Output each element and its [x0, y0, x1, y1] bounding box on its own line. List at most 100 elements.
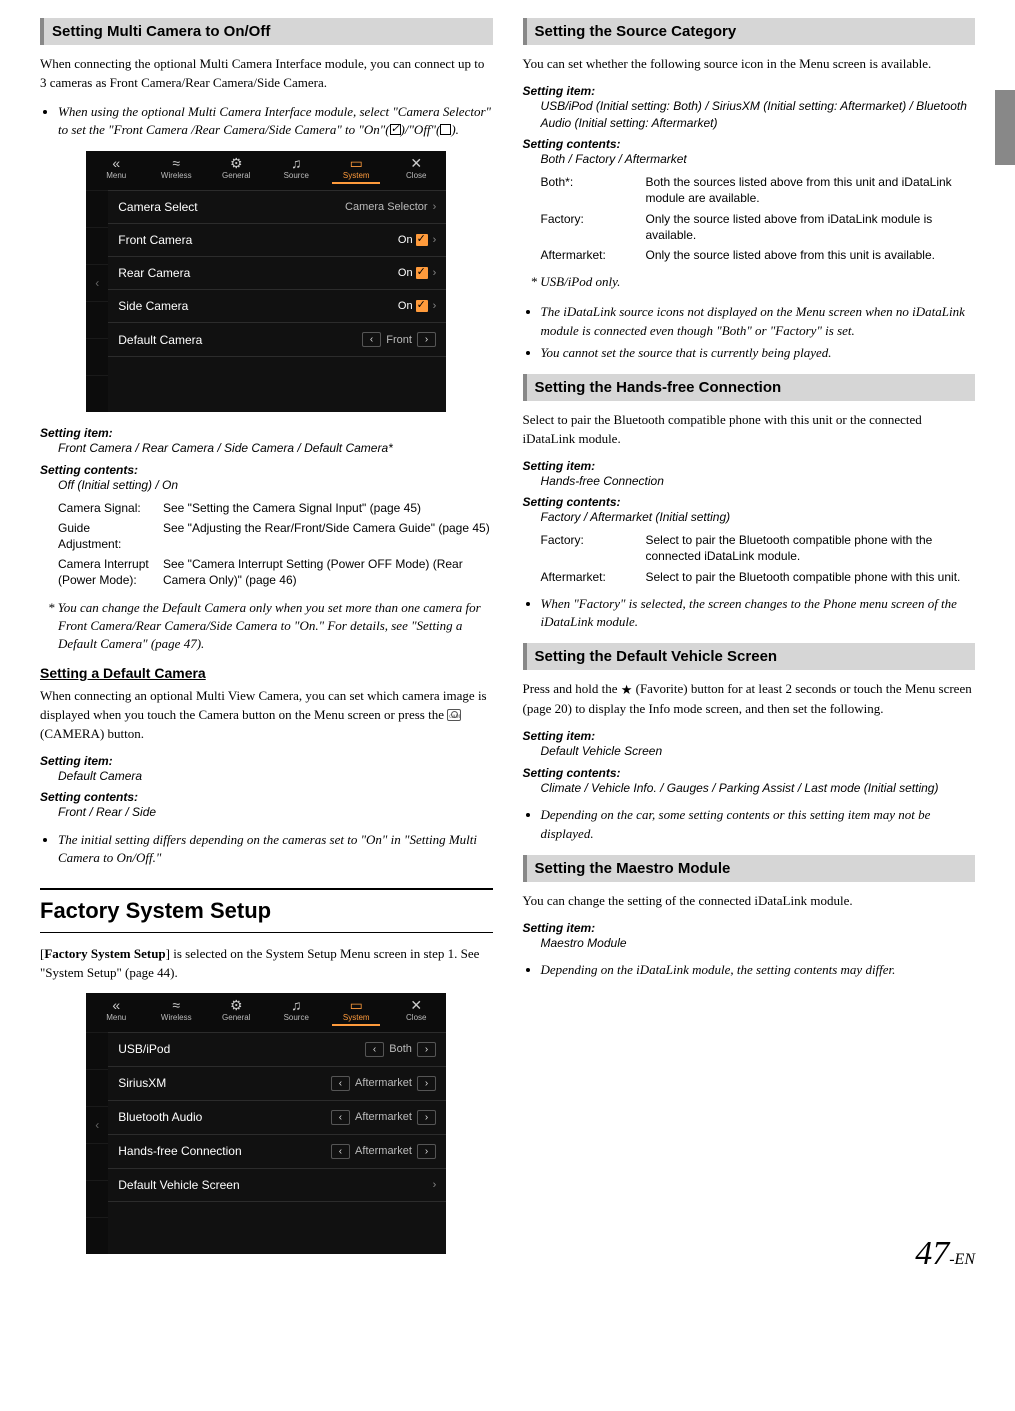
ui-top-label: Wireless [161, 171, 192, 180]
ui-left-cell[interactable] [86, 1180, 108, 1217]
checkbox-on-icon [390, 124, 401, 135]
ui-row-label: Rear Camera [118, 266, 398, 280]
ui-left-cell[interactable] [86, 1032, 108, 1069]
ui-list-row[interactable]: Default Vehicle Screen › [108, 1168, 446, 1201]
ui-top-label: Source [284, 171, 309, 180]
text: Press and hold the [523, 681, 621, 696]
definition-table: Both*: Both the sources listed above from… [523, 174, 976, 263]
stepper-next[interactable]: › [417, 1144, 436, 1159]
ui-top-button[interactable]: ✕Close [386, 151, 446, 190]
ui-top-icon: ▭ [326, 997, 386, 1013]
ui-left-cell[interactable] [86, 1143, 108, 1180]
ui-top-button[interactable]: ▭System [326, 993, 386, 1032]
ui-row-value: ‹Aftermarket› [331, 1144, 437, 1159]
ui-top-label: Close [406, 171, 426, 180]
stepper-next[interactable]: › [417, 1110, 436, 1125]
ui-list-row[interactable]: Bluetooth Audio‹ Aftermarket › [108, 1100, 446, 1134]
definition-term: Camera Interrupt (Power Mode): [58, 556, 153, 588]
stepper-prev[interactable]: ‹ [362, 332, 381, 347]
definition-desc: Select to pair the Bluetooth compatible … [646, 569, 976, 585]
ui-top-label: System [343, 1013, 370, 1022]
stepper-prev[interactable]: ‹ [365, 1042, 384, 1057]
ui-top-button[interactable]: «Menu [86, 151, 146, 190]
ui-top-button[interactable]: ⚙General [206, 151, 266, 190]
ui-top-button[interactable]: ✕Close [386, 993, 446, 1032]
ui-list-row[interactable]: Camera SelectCamera Selector› [108, 190, 446, 223]
ui-row-label: Bluetooth Audio [118, 1110, 330, 1124]
note-item: The iDataLink source icons not displayed… [541, 303, 976, 339]
stepper-next[interactable]: › [417, 1076, 436, 1091]
setting-contents-value: Both / Factory / Aftermarket [523, 151, 976, 168]
on-indicator: On [398, 234, 428, 246]
ui-row-value: ‹Aftermarket› [331, 1076, 437, 1091]
setting-block: Setting item: Default Vehicle Screen Set… [523, 729, 976, 797]
ui-left-cell[interactable] [86, 227, 108, 264]
stepper-prev[interactable]: ‹ [331, 1110, 350, 1125]
ui-top-button[interactable]: «Menu [86, 993, 146, 1032]
chevron-right-icon: › [433, 1179, 437, 1191]
definition-desc: See "Camera Interrupt Setting (Power OFF… [163, 556, 493, 588]
chevron-right-icon: › [433, 300, 437, 312]
ui-list-row[interactable]: SiriusXM‹Aftermarket› [108, 1066, 446, 1100]
ui-list-row[interactable]: Front CameraOn› [108, 223, 446, 256]
setting-item-value: Hands-free Connection [523, 473, 976, 490]
ui-list-row[interactable]: Hands-free Connection‹Aftermarket› [108, 1134, 446, 1168]
section-heading: Setting the Maestro Module [523, 855, 976, 882]
ui-row-value: Camera Selector› [345, 201, 436, 213]
ui-list-row[interactable]: Rear CameraOn› [108, 256, 446, 289]
ui-top-icon: ✕ [386, 155, 446, 171]
ui-row-label: SiriusXM [118, 1076, 330, 1090]
ui-left-cell[interactable]: ‹ [86, 1106, 108, 1143]
ui-left-cell[interactable] [86, 1069, 108, 1106]
ui-left-cell[interactable]: ‹ [86, 264, 108, 301]
stepper-next[interactable]: › [417, 332, 436, 347]
ui-top-button[interactable]: ♫Source [266, 993, 326, 1032]
setting-item-label: Setting item: [523, 921, 976, 935]
ui-row-value: ‹ Aftermarket › [331, 1110, 437, 1125]
ui-top-icon: ≈ [146, 997, 206, 1013]
ui-top-button[interactable]: ≈Wireless [146, 993, 206, 1032]
setting-contents-value: Front / Rear / Side [40, 804, 493, 821]
definition-desc: Both the sources listed above from this … [646, 174, 976, 206]
definition-row: Guide Adjustment:See "Adjusting the Rear… [58, 520, 493, 552]
note-item: Depending on the car, some setting conte… [541, 806, 976, 842]
note-list: Depending on the iDataLink module, the s… [523, 961, 976, 979]
check-icon [416, 300, 428, 312]
ui-left-cell[interactable] [86, 190, 108, 227]
definition-table: Camera Signal:See "Setting the Camera Si… [40, 500, 493, 589]
stepper-next[interactable]: › [417, 1042, 436, 1057]
stepper-value: Aftermarket [355, 1111, 412, 1123]
section-heading: Setting the Hands-free Connection [523, 374, 976, 401]
note-item: You cannot set the source that is curren… [541, 344, 976, 362]
section-heading: Setting the Default Vehicle Screen [523, 643, 976, 670]
ui-list-row[interactable]: USB/iPod‹Both› [108, 1032, 446, 1066]
ui-left-cell[interactable] [86, 338, 108, 375]
star-icon: ★ [621, 682, 633, 697]
setting-block: Setting item: Front Camera / Rear Camera… [40, 426, 493, 589]
definition-term: Factory: [541, 211, 636, 227]
ui-row-label: Default Vehicle Screen [118, 1178, 427, 1192]
ui-top-button[interactable]: ≈Wireless [146, 151, 206, 190]
setting-block: Setting item: USB/iPod (Initial setting:… [523, 84, 976, 263]
paragraph: You can set whether the following source… [523, 55, 976, 74]
note-text: ). [451, 122, 459, 137]
ui-list-row[interactable]: Default Camera‹Front› [108, 322, 446, 356]
definition-term: Factory: [541, 532, 636, 548]
page-edge-tab [995, 90, 1015, 165]
setting-item-value: Front Camera / Rear Camera / Side Camera… [40, 440, 493, 457]
note-item: Depending on the iDataLink module, the s… [541, 961, 976, 979]
ui-left-cell[interactable] [86, 301, 108, 338]
stepper-prev[interactable]: ‹ [331, 1144, 350, 1159]
page-number-suffix: -EN [949, 1251, 975, 1268]
setting-contents-value: Factory / Aftermarket (Initial setting) [523, 509, 976, 526]
ui-top-button[interactable]: ▭System [326, 151, 386, 190]
ui-row-label: Default Camera [118, 333, 362, 347]
ui-row-label: Side Camera [118, 299, 398, 313]
ui-top-button[interactable]: ♫Source [266, 151, 326, 190]
camera-icon [447, 709, 461, 721]
definition-term: Both*: [541, 174, 636, 190]
stepper-prev[interactable]: ‹ [331, 1076, 350, 1091]
ui-top-label: Close [406, 1013, 426, 1022]
ui-list-row[interactable]: Side CameraOn› [108, 289, 446, 322]
ui-top-button[interactable]: ⚙General [206, 993, 266, 1032]
